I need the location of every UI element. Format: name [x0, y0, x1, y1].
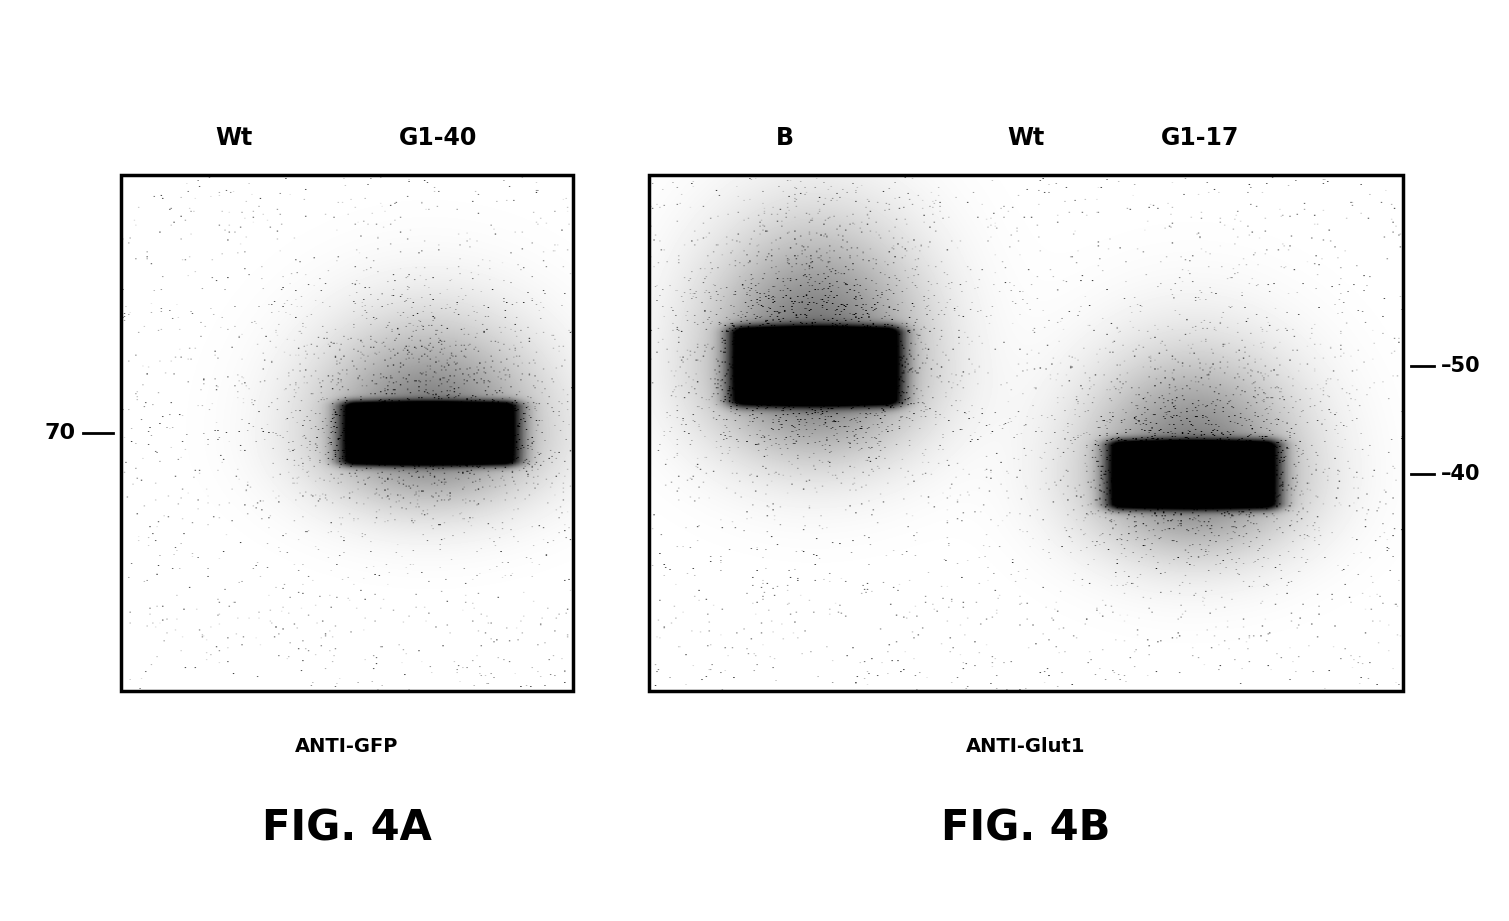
Text: Wt: Wt: [216, 126, 252, 150]
Text: –40: –40: [1441, 464, 1480, 484]
Text: ANTI-GFP: ANTI-GFP: [296, 737, 398, 755]
Text: G1-17: G1-17: [1160, 126, 1239, 150]
Bar: [649, 175, 1403, 691]
Text: B: B: [776, 126, 794, 150]
Text: FIG. 4B: FIG. 4B: [942, 808, 1111, 850]
Text: FIG. 4A: FIG. 4A: [263, 808, 432, 850]
Text: 70: 70: [44, 423, 75, 443]
Bar: [121, 175, 573, 691]
Text: –50: –50: [1441, 356, 1480, 376]
Text: ANTI-Glut1: ANTI-Glut1: [966, 737, 1086, 755]
Text: G1-40: G1-40: [398, 126, 477, 150]
Text: Wt: Wt: [1008, 126, 1044, 150]
